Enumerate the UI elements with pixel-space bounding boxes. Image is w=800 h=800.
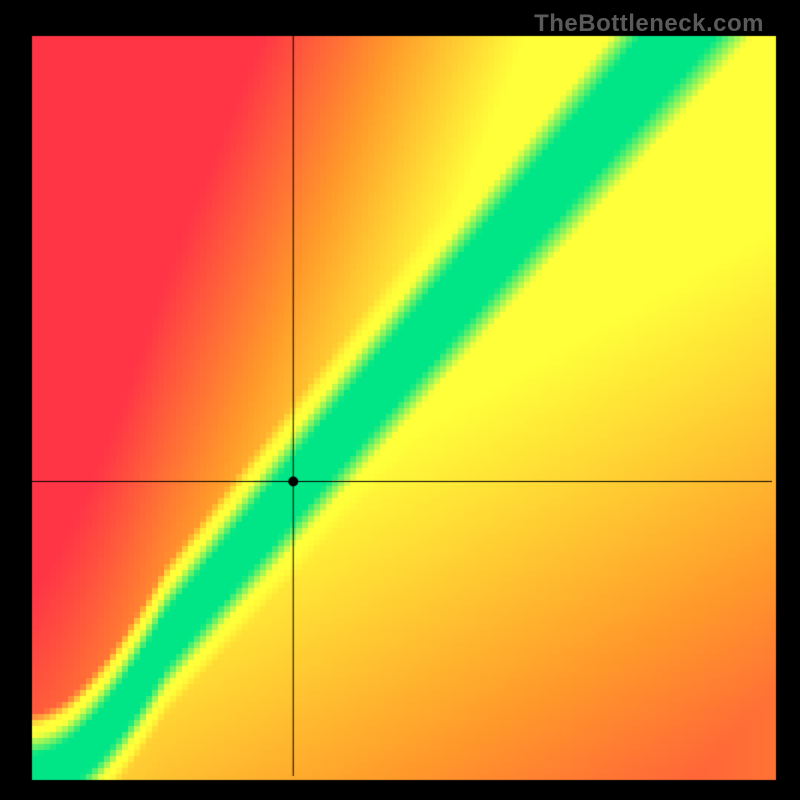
chart-container: TheBottleneck.com [0, 0, 800, 800]
bottleneck-heatmap [0, 0, 800, 800]
watermark-text: TheBottleneck.com [534, 10, 764, 38]
